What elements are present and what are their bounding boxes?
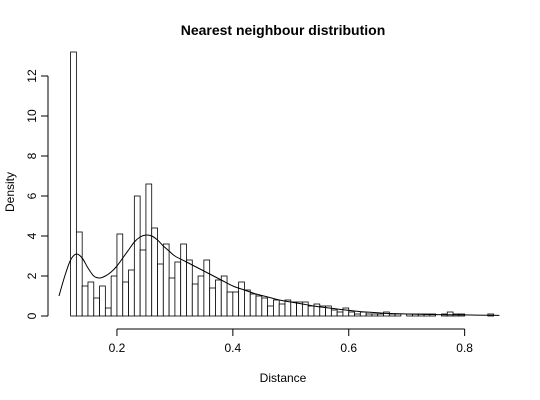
histogram-bar <box>226 291 234 317</box>
histogram-bar <box>81 285 89 317</box>
histogram-bar <box>168 277 176 317</box>
x-axis: 0.2 0.4 0.6 0.8 <box>109 328 473 355</box>
histogram-bar <box>359 311 367 317</box>
histogram-bar <box>336 311 344 317</box>
histogram-bar <box>377 313 384 317</box>
histogram-bar <box>99 285 106 317</box>
histogram-bar <box>348 311 355 317</box>
histogram-bar <box>139 249 147 317</box>
histogram-bar <box>162 243 170 317</box>
histogram-bar <box>342 307 350 317</box>
histogram-bar <box>290 301 297 317</box>
x-tick-label: 0.6 <box>340 341 357 355</box>
histogram-bar <box>180 243 187 317</box>
histogram-bar <box>244 289 251 317</box>
histogram-bar <box>255 295 263 317</box>
x-tick-label: 0.2 <box>109 341 126 355</box>
histogram-bar <box>186 259 193 317</box>
histogram-bar <box>145 183 153 317</box>
histogram-bar <box>116 233 124 317</box>
histogram-bar <box>278 303 286 317</box>
histogram-bar <box>394 313 402 317</box>
histogram-bar <box>87 281 95 317</box>
x-tick-label: 0.8 <box>456 341 473 355</box>
y-tick-label: 6 <box>25 192 39 199</box>
histogram-bars <box>70 51 495 317</box>
histogram-bar <box>249 293 257 317</box>
y-axis: 0 2 4 6 8 10 12 <box>25 69 49 319</box>
histogram-bar <box>388 313 396 317</box>
histogram-bar <box>273 299 280 317</box>
x-axis-label: Distance <box>260 371 307 385</box>
histogram-bar <box>446 311 454 317</box>
histogram-bar <box>307 305 315 317</box>
histogram-bar <box>365 313 373 317</box>
chart-title: Nearest neighbour distribution <box>181 22 386 38</box>
histogram-bar <box>110 275 118 317</box>
y-tick-label: 0 <box>25 312 39 319</box>
histogram-bar <box>75 231 83 317</box>
histogram-bar <box>191 283 199 317</box>
density-curve <box>58 234 500 316</box>
histogram-bar <box>261 297 269 317</box>
histogram-bar <box>383 311 390 317</box>
histogram-bar <box>157 263 164 317</box>
histogram-bar <box>330 309 338 317</box>
histogram-bar <box>93 297 100 317</box>
y-tick-label: 10 <box>25 109 39 123</box>
histogram-bar <box>128 269 135 317</box>
histogram-bar <box>122 281 129 317</box>
histogram-bar <box>215 279 222 317</box>
histogram-bar <box>371 313 379 317</box>
histogram-bar <box>354 313 361 317</box>
histogram-bar <box>232 291 240 317</box>
y-tick-label: 2 <box>25 272 39 279</box>
y-axis-label: Density <box>3 172 17 212</box>
histogram-bar <box>284 299 292 317</box>
histogram-bar <box>104 307 112 317</box>
histogram-bar <box>238 281 245 317</box>
histogram-bar <box>203 259 211 317</box>
histogram-bar <box>70 51 77 317</box>
histogram-bar <box>209 287 216 317</box>
histogram-bar <box>197 275 205 317</box>
histogram-bar <box>174 261 182 317</box>
histogram-bar <box>151 227 158 317</box>
x-tick-label: 0.4 <box>225 341 242 355</box>
y-tick-label: 8 <box>25 152 39 159</box>
y-tick-label: 4 <box>25 232 39 239</box>
histogram-bar <box>133 195 141 317</box>
y-tick-label: 12 <box>25 69 39 83</box>
histogram-bar <box>267 305 274 317</box>
